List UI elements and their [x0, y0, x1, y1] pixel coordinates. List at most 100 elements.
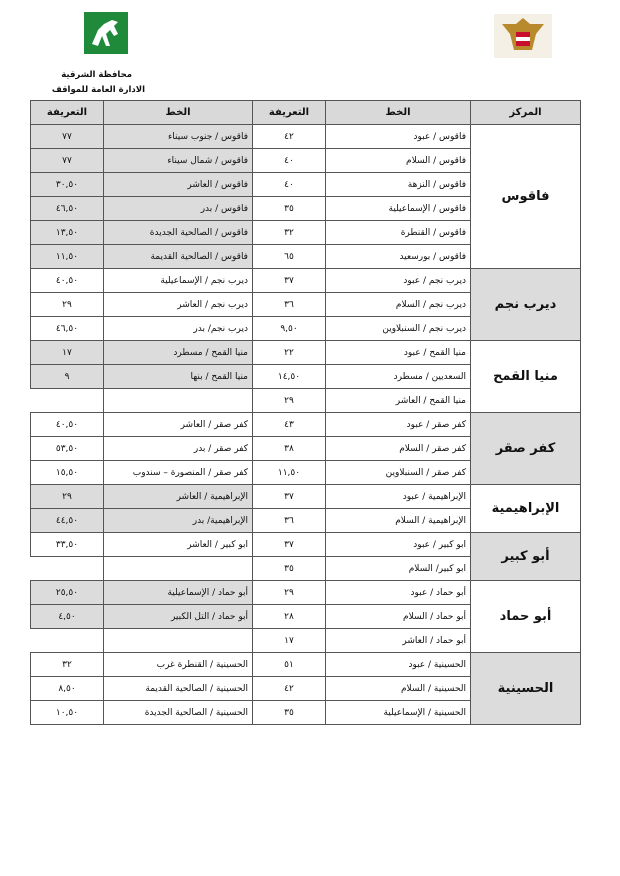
- route-cell: ابو كبير / العاشر: [103, 532, 253, 557]
- route-cell: الإبراهيمية / السلام: [325, 508, 471, 533]
- route-cell: الإبراهيمية/ بدر: [103, 508, 253, 533]
- table-row: أبو كبير ابو كبير / عبود ٣٧ ابو كبير / العا…: [30, 532, 581, 581]
- fare-cell: ٣٦: [252, 292, 326, 317]
- fare-cell: ٦٥: [252, 244, 326, 269]
- fare-cell: ٣٣,٥٠: [30, 532, 104, 557]
- fare-cell: ٤٢: [252, 124, 326, 149]
- center-name: أبو حماد: [470, 580, 581, 653]
- route-cell: فاقوس / العاشر: [103, 172, 253, 197]
- fare-cell: ١٠,٥٠: [30, 700, 104, 725]
- route-cell: فاقوس / الصالحية الجديدة: [103, 220, 253, 245]
- route-cell: كفر صقر / السلام: [325, 436, 471, 461]
- route-cell: الحسينية / القنطرة غرب: [103, 652, 253, 677]
- route-cell: ديرب نجم / السلام: [325, 292, 471, 317]
- fare-cell: ٩,٥٠: [252, 316, 326, 341]
- fare-cell: ٣٧: [252, 268, 326, 293]
- table-row: فاقوس / القنطرة ٣٢ فاقوس / الصالحية الجديد…: [30, 220, 581, 245]
- table-row: الحسينية / السلام ٤٢ الحسينية / الصالحية ا…: [30, 676, 581, 701]
- route-cell: منيا القمح / مسطرد: [103, 340, 253, 365]
- fare-cell: ٩: [30, 364, 104, 389]
- fare-cell: ٤٠: [252, 172, 326, 197]
- department-name: الادارة العامة للمواقف: [51, 85, 145, 95]
- empty-cell: [103, 556, 253, 581]
- table-row: منيا القمح منيا القمح / عبود ٢٢ منيا القمح …: [30, 340, 581, 413]
- route-cell: الإبراهيمية / العاشر: [103, 484, 253, 509]
- fare-cell: ٤٠: [252, 148, 326, 173]
- route-cell: أبو حماد / التل الكبير: [103, 604, 253, 629]
- center-name: ديرب نجم: [470, 268, 581, 341]
- fare-cell: ٣٥: [252, 196, 326, 221]
- route-cell: فاقوس / بورسعيد: [325, 244, 471, 269]
- column-header: الخط: [325, 100, 471, 125]
- empty-cell: [30, 556, 104, 581]
- fare-cell: ٢٩: [30, 484, 104, 509]
- fare-cell: ٣٠,٥٠: [30, 172, 104, 197]
- route-cell: كفر صقر / السنبلاوين: [325, 460, 471, 485]
- fare-cell: ٢٥,٥٠: [30, 580, 104, 605]
- route-cell: كفر صقر / عبود: [325, 412, 471, 437]
- shield-stripe: [516, 37, 530, 41]
- table-row: الإبراهيمية الإبراهيمية / عبود ٣٧ الإبراهيم…: [30, 484, 581, 533]
- route-cell: أبو حماد / الإسماعيلية: [103, 580, 253, 605]
- center-name: أبو كبير: [470, 532, 581, 581]
- fare-cell: ١١,٥٠: [252, 460, 326, 485]
- fare-cell: ٤٢: [252, 676, 326, 701]
- fare-cell: ٤٠,٥٠: [30, 268, 104, 293]
- empty-cell: [103, 388, 253, 413]
- table-row: فاقوس / النزهة ٤٠ فاقوس / العاشر ٣٠,٥٠: [30, 172, 581, 197]
- route-cell: فاقوس / شمال سيناء: [103, 148, 253, 173]
- route-cell: الحسينية / الإسماعيلية: [325, 700, 471, 725]
- table-row: كفر صقر / السنبلاوين ١١,٥٠ كفر صقر / المنص…: [30, 460, 581, 485]
- table-row: ديرب نجم / السلام ٣٦ ديرب نجم / العاشر ٢٩: [30, 292, 581, 317]
- route-cell: فاقوس / جنوب سيناء: [103, 124, 253, 149]
- fare-cell: ٥١: [252, 652, 326, 677]
- center-name: الإبراهيمية: [470, 484, 581, 533]
- fare-cell: ٤٦,٥٠: [30, 316, 104, 341]
- route-cell: كفر صقر / المنصورة – سندوب: [103, 460, 253, 485]
- table-row: السعديين / مسطرد ١٤,٥٠ منيا القمح / بنها ٩: [30, 364, 581, 389]
- fare-cell: ٨,٥٠: [30, 676, 104, 701]
- fare-cell: ٣٧: [252, 532, 326, 557]
- route-cell: الحسينية / السلام: [325, 676, 471, 701]
- table-row: فاقوس / السلام ٤٠ فاقوس / شمال سيناء ٧٧: [30, 148, 581, 173]
- table-row: أبو حماد / السلام ٢٨ أبو حماد / التل الكبي…: [30, 604, 581, 629]
- route-cell: فاقوس / الصالحية القديمة: [103, 244, 253, 269]
- route-cell: فاقوس / الإسماعيلية: [325, 196, 471, 221]
- table-row: ديرب نجم / السنبلاوين ٩,٥٠ ديرب نجم/ بدر ٤٦…: [30, 316, 581, 341]
- horse-icon: [92, 20, 118, 46]
- route-cell: ابو كبير/ السلام: [325, 556, 471, 581]
- table-row: أبو حماد / العاشر ١٧: [30, 628, 581, 653]
- fare-cell: ٤٤,٥٠: [30, 508, 104, 533]
- center-name: كفر صقر: [470, 412, 581, 485]
- fare-cell: ٧٧: [30, 148, 104, 173]
- fare-cell: ١١,٥٠: [30, 244, 104, 269]
- route-cell: منيا القمح / بنها: [103, 364, 253, 389]
- fare-cell: ١٥,٥٠: [30, 460, 104, 485]
- table-body: فاقوس فاقوس / عبود ٤٢ فاقوس / جنوب سيناء ٧٧ ف…: [30, 124, 581, 725]
- fare-cell: ٣٦: [252, 508, 326, 533]
- route-cell: فاقوس / النزهة: [325, 172, 471, 197]
- route-cell: ديرب نجم/ بدر: [103, 316, 253, 341]
- fare-cell: ٤٦,٥٠: [30, 196, 104, 221]
- fare-cell: ٢٩: [30, 292, 104, 317]
- route-cell: فاقوس / القنطرة: [325, 220, 471, 245]
- route-cell: ديرب نجم / السنبلاوين: [325, 316, 471, 341]
- table-row: الإبراهيمية / السلام ٣٦ الإبراهيمية/ بدر ٤٤…: [30, 508, 581, 533]
- route-cell: أبو حماد / العاشر: [325, 628, 471, 653]
- fare-cell: ٤,٥٠: [30, 604, 104, 629]
- table-row: الحسينية الحسينية / عبود ٥١ الحسينية / القن…: [30, 652, 581, 725]
- route-cell: ديرب نجم / عبود: [325, 268, 471, 293]
- route-cell: منيا القمح / العاشر: [325, 388, 471, 413]
- fare-cell: ١٣,٥٠: [30, 220, 104, 245]
- route-cell: منيا القمح / عبود: [325, 340, 471, 365]
- column-header: المركز: [470, 100, 581, 125]
- fare-cell: ٣٥: [252, 556, 326, 581]
- route-cell: فاقوس / عبود: [325, 124, 471, 149]
- route-cell: أبو حماد / عبود: [325, 580, 471, 605]
- fare-cell: ٤٠,٥٠: [30, 412, 104, 437]
- route-cell: كفر صقر / بدر: [103, 436, 253, 461]
- route-cell: الإبراهيمية / عبود: [325, 484, 471, 509]
- table-row: الحسينية / الإسماعيلية ٣٥ الحسينية / الصال…: [30, 700, 581, 725]
- route-cell: فاقوس / السلام: [325, 148, 471, 173]
